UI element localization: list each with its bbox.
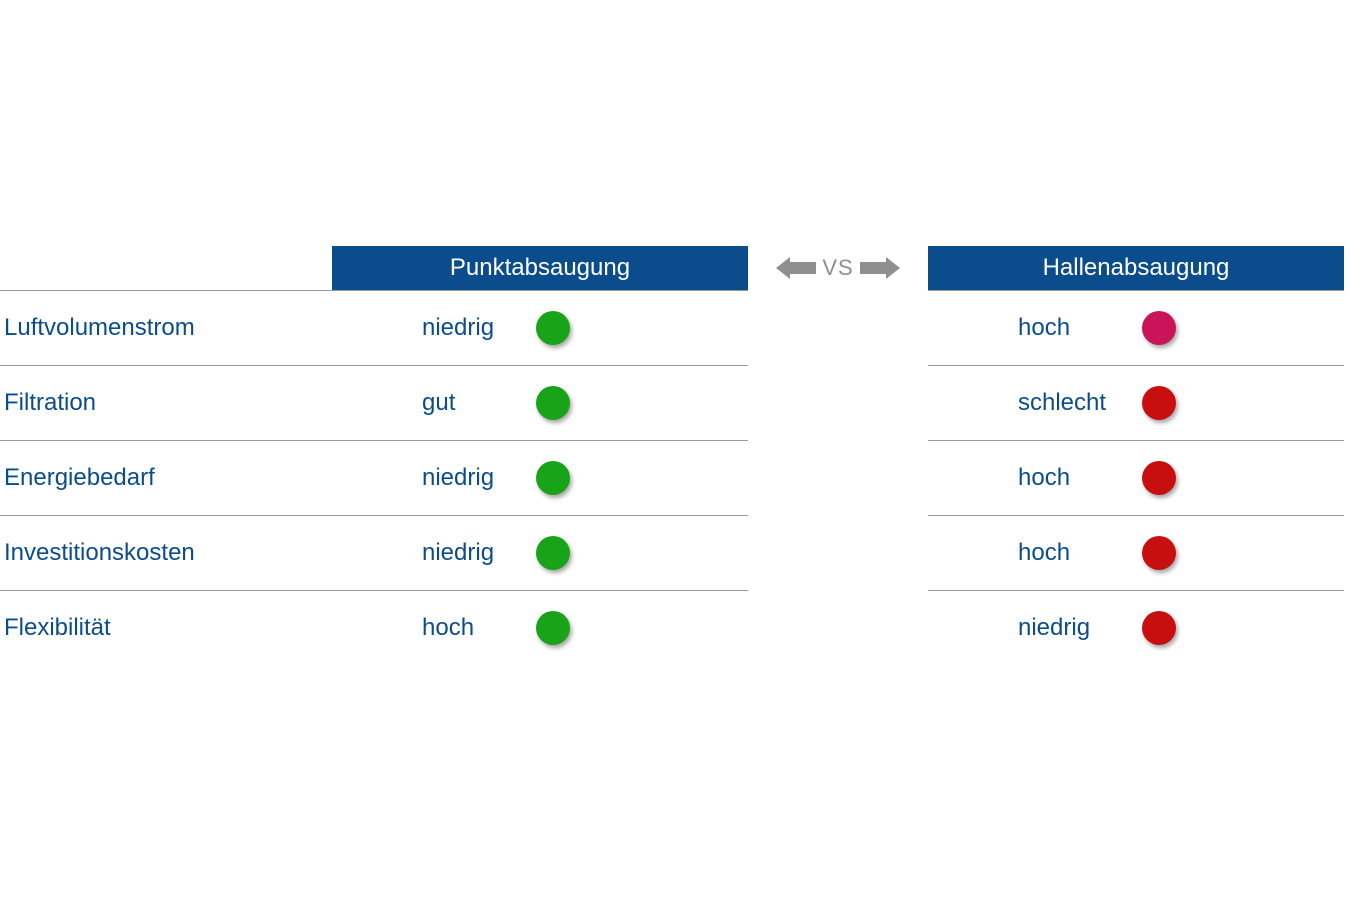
- left-value-text: hoch: [422, 614, 522, 642]
- status-dot-icon: [1142, 461, 1176, 495]
- criterion-label: Filtration: [0, 365, 332, 440]
- left-value-text: niedrig: [422, 539, 522, 567]
- column-header-left-label: Punktabsaugung: [450, 254, 630, 282]
- left-value-cell: hoch: [332, 590, 748, 665]
- status-dot-icon: [1142, 536, 1176, 570]
- right-value-text: schlecht: [1018, 389, 1128, 417]
- right-value-text: hoch: [1018, 539, 1128, 567]
- column-header-right-label: Hallenabsaugung: [1043, 254, 1230, 282]
- row-gap: [748, 291, 928, 365]
- vs-label: VS: [822, 255, 853, 281]
- column-header-right: Hallenabsaugung: [928, 246, 1344, 290]
- arrow-right-icon: [860, 257, 900, 279]
- left-value-cell: niedrig: [332, 440, 748, 515]
- status-dot-icon: [536, 536, 570, 570]
- right-value-cell: niedrig: [928, 590, 1344, 665]
- row-gap: [748, 366, 928, 440]
- arrow-left-icon: [776, 257, 816, 279]
- status-dot-icon: [536, 461, 570, 495]
- status-dot-icon: [536, 311, 570, 345]
- status-dot-icon: [1142, 386, 1176, 420]
- criterion-label: Luftvolumenstrom: [0, 290, 332, 365]
- right-value-text: hoch: [1018, 314, 1128, 342]
- left-value-text: niedrig: [422, 464, 522, 492]
- comparison-table: Punktabsaugung VS Hallenabsaugung Luftvolum…: [0, 246, 1350, 665]
- left-value-cell: niedrig: [332, 290, 748, 365]
- row-gap: [748, 591, 928, 665]
- criterion-label: Investitionskosten: [0, 515, 332, 590]
- right-value-text: niedrig: [1018, 614, 1128, 642]
- right-value-cell: hoch: [928, 440, 1344, 515]
- right-value-cell: hoch: [928, 290, 1344, 365]
- status-dot-icon: [536, 386, 570, 420]
- right-value-cell: hoch: [928, 515, 1344, 590]
- right-value-cell: schlecht: [928, 365, 1344, 440]
- row-gap: [748, 441, 928, 515]
- status-dot-icon: [1142, 311, 1176, 345]
- criterion-label: Flexibilität: [0, 590, 332, 665]
- vs-separator: VS: [748, 246, 928, 290]
- left-value-text: niedrig: [422, 314, 522, 342]
- column-header-left: Punktabsaugung: [332, 246, 748, 290]
- left-value-text: gut: [422, 389, 522, 417]
- status-dot-icon: [536, 611, 570, 645]
- row-gap: [748, 516, 928, 590]
- status-dot-icon: [1142, 611, 1176, 645]
- left-value-cell: gut: [332, 365, 748, 440]
- criterion-label: Energiebedarf: [0, 440, 332, 515]
- header-spacer: [0, 246, 332, 290]
- left-value-cell: niedrig: [332, 515, 748, 590]
- right-value-text: hoch: [1018, 464, 1128, 492]
